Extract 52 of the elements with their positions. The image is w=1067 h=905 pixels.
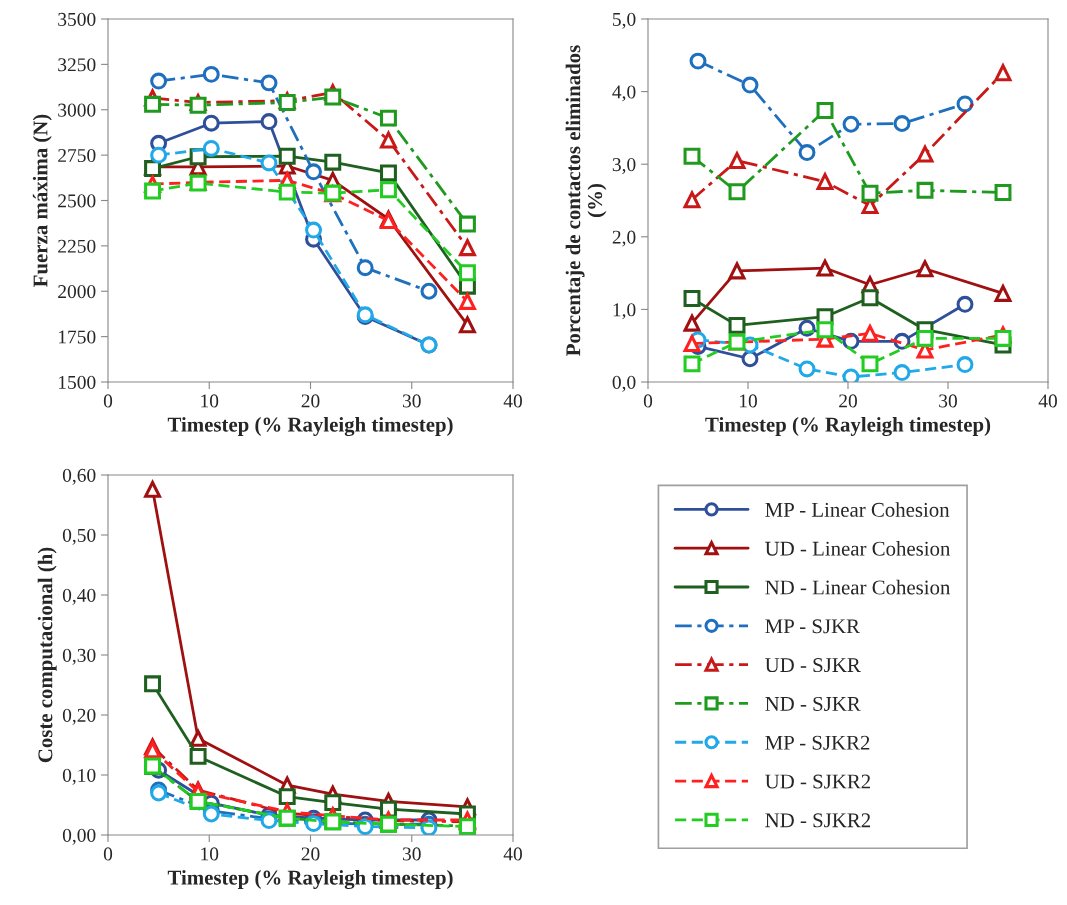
x-tick-label: 20 <box>301 847 320 861</box>
x-tick-label: 40 <box>1038 394 1057 408</box>
y-axis-title: Porcentaje de contactos eliminados (%) <box>565 45 607 356</box>
y-tick-label: 0,20 <box>62 708 96 725</box>
y-tick-label: 1500 <box>59 375 96 389</box>
y-tick-label: 2000 <box>58 285 96 299</box>
y-tick-label: 1,0 <box>613 303 636 320</box>
legend-label: ND - Linear Cohesion <box>765 579 951 595</box>
legend-label: MP - Linear Cohesion <box>765 502 950 517</box>
y-tick-label: 3,0 <box>612 158 636 174</box>
y-axis-title: Coste computacional (h) <box>37 547 57 763</box>
legend-label: MP - SJKR2 <box>765 735 870 750</box>
x-tick-label: 10 <box>739 394 757 408</box>
x-tick-label: 0 <box>103 847 113 861</box>
x-tick-label: 30 <box>939 394 957 408</box>
legend-label: ND - SJKR2 <box>765 813 871 828</box>
y-tick-label: 2,0 <box>612 230 636 247</box>
y-tick-label: 0,10 <box>62 768 96 785</box>
y-tick-label: 0,40 <box>62 588 96 605</box>
y-tick-label: 1750 <box>59 330 96 344</box>
x-tick-label: 40 <box>503 847 522 861</box>
legend-label: UD - SJKR <box>765 658 861 673</box>
y-tick-label: 4,0 <box>612 85 636 102</box>
y-tick-label: 0,60 <box>62 468 96 485</box>
x-tick-label: 30 <box>402 394 421 408</box>
y-tick-label: 0,0 <box>612 375 636 392</box>
y-axis-title: Fuerza máxima (N) <box>32 114 52 287</box>
y-tick-label: 3250 <box>58 58 96 72</box>
x-tick-label: 40 <box>503 394 522 408</box>
y-tick-label: 0,00 <box>62 828 96 845</box>
y-tick-label: 5,0 <box>613 12 636 29</box>
x-tick-label: 20 <box>301 394 320 408</box>
legend-label: ND - SJKR <box>765 696 861 711</box>
x-tick-label: 20 <box>839 394 857 408</box>
y-tick-label: 2750 <box>58 148 96 163</box>
x-tick-label: 0 <box>103 394 113 408</box>
y-tick-label: 0,50 <box>62 528 96 545</box>
x-tick-label: 30 <box>402 847 421 861</box>
x-tick-label: 10 <box>201 847 219 861</box>
y-tick-label: 2500 <box>58 194 96 208</box>
y-tick-label: 3000 <box>58 103 96 117</box>
x-tick-label: 0 <box>643 394 653 408</box>
legend-label: UD - Linear Cohesion <box>765 541 951 556</box>
y-tick-label: 2250 <box>58 239 96 253</box>
x-axis-title: Timestep (% Rayleigh timestep) <box>705 416 991 437</box>
legend-label: UD - SJKR2 <box>765 774 871 789</box>
x-tick-label: 10 <box>201 394 219 408</box>
x-axis-title: Timestep (% Rayleigh timestep) <box>167 416 453 437</box>
x-axis-title: Timestep (% Rayleigh timestep) <box>167 869 453 890</box>
y-tick-label: 0,30 <box>62 648 96 665</box>
y-tick-label: 3500 <box>58 12 96 26</box>
legend-label: MP - SJKR <box>765 619 860 634</box>
